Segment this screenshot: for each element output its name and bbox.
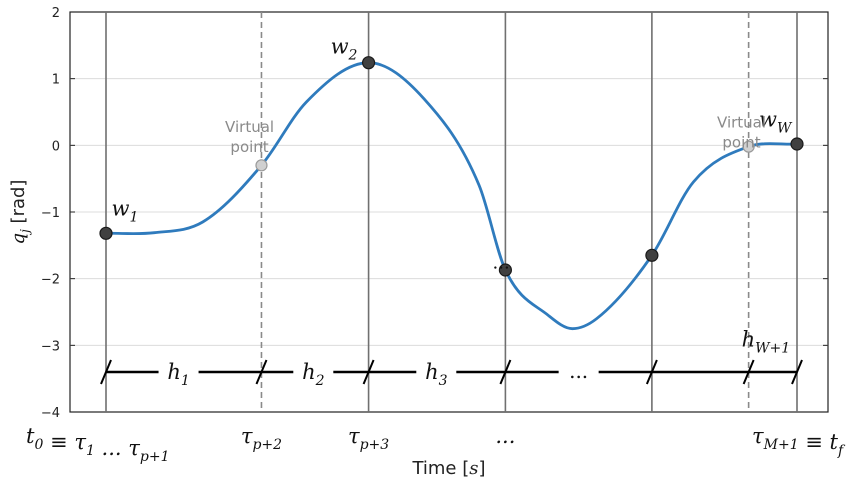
x-tick-labels: t0 ≡ τ1 ... τp+1 τp+2 τp+3... τM+1 ≡ tf <box>26 424 846 465</box>
interval-label-bg <box>158 358 199 386</box>
svg-text:qj [rad]: qj [rad] <box>8 180 32 245</box>
interval-label-bg <box>293 358 334 386</box>
y-tick-label: −4 <box>41 406 60 421</box>
virtual-point-label: Virtual <box>717 113 766 131</box>
virtual-point-label: point <box>722 133 760 151</box>
interval-break-tick <box>255 359 268 385</box>
x-tick-label: τp+3 <box>348 424 389 453</box>
virtual-waypoint <box>255 159 268 172</box>
interval-label-W+1: hW+1 <box>742 328 791 357</box>
y-tick-label: 1 <box>52 73 60 88</box>
ellipsis-label: ... <box>493 253 510 274</box>
x-axis-unit: s <box>469 458 478 479</box>
interval-break-tick <box>645 359 658 385</box>
interval-label-1: h1 <box>167 360 189 389</box>
trajectory-line <box>105 61 798 331</box>
interval-layer: h1 h2 h3 ... hW+1 <box>100 328 803 389</box>
x-tick-label: t0 ≡ τ1 ... τp+1 <box>26 424 169 465</box>
interval-break-tick <box>100 359 112 385</box>
waypoint-label-1: w1 <box>112 196 139 225</box>
x-tick-label: ... <box>495 424 515 448</box>
waypoint <box>790 137 804 151</box>
waypoint-label-2: w2 <box>331 34 358 63</box>
y-tick-label: −2 <box>41 273 60 288</box>
y-tick-label: 0 <box>52 139 60 154</box>
interval-label-bg <box>558 358 599 386</box>
label-layer: w1w2wWVirtualpointVirtualpoint... <box>112 34 793 273</box>
interval-label-3: h3 <box>425 360 448 389</box>
x-tick-label: τp+2 <box>241 424 282 453</box>
grid-layer <box>70 78 828 346</box>
waypoint <box>361 56 376 70</box>
interval-break-tick <box>742 359 755 385</box>
waypoint <box>645 248 659 262</box>
y-tick-label: −3 <box>41 339 60 354</box>
waypoint <box>498 263 512 277</box>
y-axis-ticks: 2 1 0 −1 −2 −3 −4 <box>41 6 828 421</box>
virtual-point-label: point <box>230 138 268 156</box>
interval-label-bg <box>416 358 457 386</box>
virtual-waypoint <box>742 140 755 153</box>
waypoint-layer <box>99 56 804 277</box>
y-axis-title: qj [rad] <box>8 180 32 245</box>
virtual-point-label: Virtual <box>225 118 274 136</box>
vertical-lines <box>105 12 798 412</box>
y-tick-label: 2 <box>52 6 60 21</box>
x-tick-label: τM+1 ≡ tf <box>752 424 846 459</box>
curve-layer <box>105 61 798 331</box>
interval-ellipsis: ... <box>569 359 588 383</box>
x-axis-title: Time [s] <box>411 458 485 479</box>
interval-break-tick <box>499 359 512 385</box>
interval-label-2: h2 <box>302 360 325 389</box>
y-tick-label: −1 <box>41 206 60 221</box>
interval-break-tick <box>362 359 375 385</box>
waypoint-label-W: wW <box>759 108 793 137</box>
waypoint <box>99 226 113 240</box>
interval-break-tick <box>791 359 803 385</box>
